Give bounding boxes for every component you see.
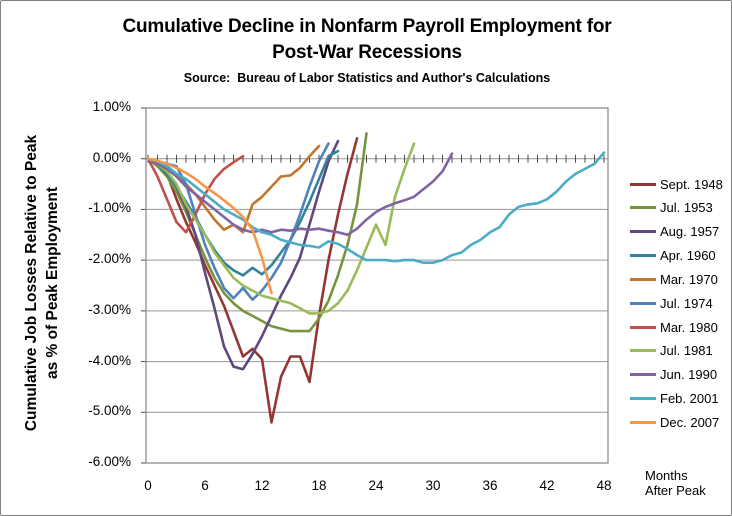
legend-label-jul-1974: Jul. 1974 [660,295,713,311]
legend-swatch-mar-1970 [630,277,656,281]
x-tick-label-36: 36 [482,478,498,493]
legend-swatch-dec-2007 [630,421,656,424]
x-axis-title-line1: Months [645,468,688,483]
legend-item-jul-1953: Jul. 1953 [630,200,713,216]
series-line-jun-1990 [146,152,454,237]
series-line-jul-1953 [146,132,368,333]
legend-swatch-jul-1953 [630,206,656,210]
x-tick-label-30: 30 [425,478,441,493]
y-tick-label--2: -2.00% [88,251,131,267]
y-tick-label--5: -5.00% [88,403,131,419]
legend-label-mar-1980: Mar. 1980 [660,319,718,335]
x-tick-label-42: 42 [539,478,555,493]
x-tick-label-48: 48 [596,478,612,493]
series-line-feb-2001 [146,151,606,265]
x-tick-label-18: 18 [311,478,327,493]
legend-item-sept-1948: Sept. 1948 [630,176,723,192]
plot-border [145,107,609,464]
legend-item-dec-2007: Dec. 2007 [630,415,719,431]
legend-label-dec-2007: Dec. 2007 [660,415,720,430]
legend-label-jul-1981: Jul. 1981 [660,343,713,359]
x-tick-label-0: 0 [144,478,152,493]
legend-swatch-jun-1990 [630,373,656,377]
legend-item-jul-1974: Jul. 1974 [630,295,713,311]
legend-swatch-aug-1957 [630,230,656,234]
x-tick-label-24: 24 [368,478,384,493]
legend-label-jun-1990: Jun. 1990 [660,367,718,383]
legend-item-jul-1981: Jul. 1981 [630,343,713,359]
legend-item-feb-2001: Feb. 2001 [630,391,719,407]
legend-swatch-mar-1980 [630,325,656,329]
y-tick-label-1: 1.00% [92,99,131,114]
series-line-dec-2007 [146,157,273,295]
x-tick-label-12: 12 [254,478,270,493]
series-line-jul-1981 [146,142,416,315]
chart-title-line1: Cumulative Decline in Nonfarm Payroll Em… [122,16,612,37]
x-axis-title-line2: After Peak [645,483,706,498]
series-line-apr-1960 [146,149,340,277]
legend-item-mar-1980: Mar. 1980 [630,319,718,335]
series-line-sept-1948 [146,137,359,424]
y-tick-label--6: -6.00% [88,454,131,469]
x-axis-title: Months After Peak [645,468,706,498]
legend-item-mar-1970: Mar. 1970 [630,271,718,287]
legend-item-aug-1957: Aug. 1957 [630,224,719,240]
legend-swatch-apr-1960 [630,254,656,258]
y-tick-label--4: -4.00% [88,352,131,368]
legend-swatch-sept-1948 [630,182,656,186]
y-tick-label--3: -3.00% [88,301,131,317]
chart-title-line2: Post-War Recessions [272,42,462,63]
legend-label-mar-1970: Mar. 1970 [660,271,718,287]
y-tick-label--1: -1.00% [88,200,131,216]
legend-label-sept-1948: Sept. 1948 [660,176,723,192]
legend-swatch-feb-2001 [630,397,656,401]
series-line-mar-1980 [146,154,245,234]
legend-label-feb-2001: Feb. 2001 [660,391,719,407]
y-tick-label-0: 0.00% [92,149,131,165]
legend-swatch-jul-1981 [630,349,656,353]
legend-label-apr-1960: Apr. 1960 [660,248,716,264]
legend-item-apr-1960: Apr. 1960 [630,248,716,264]
chart-source-note: Source: Bureau of Labor Statistics and A… [183,71,551,85]
legend-swatch-jul-1974 [630,301,656,305]
x-tick-label-6: 6 [201,478,209,493]
legend-label-jul-1953: Jul. 1953 [660,200,713,216]
legend-label-aug-1957: Aug. 1957 [660,224,720,240]
legend-item-jun-1990: Jun. 1990 [630,367,717,383]
